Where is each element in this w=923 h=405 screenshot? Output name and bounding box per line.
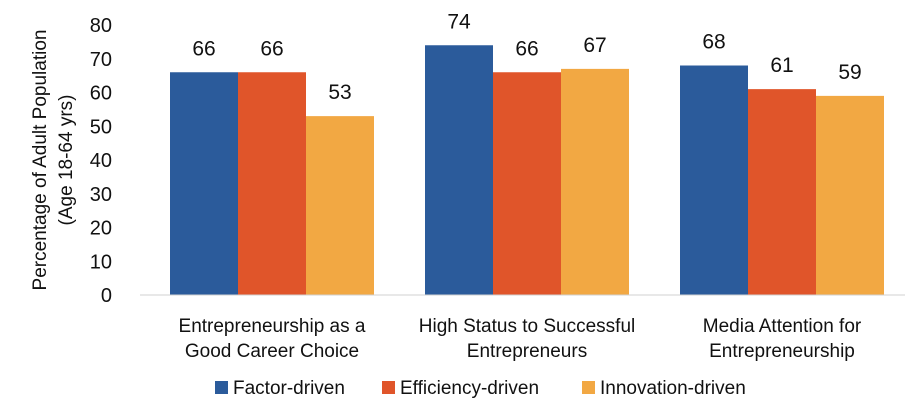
y-axis-title: Percentage of Adult Population (Age 18-64…: [30, 30, 77, 291]
category-label-line: Media Attention for: [703, 316, 862, 337]
data-label: 74: [447, 10, 471, 33]
data-label: 67: [583, 34, 606, 57]
y-tick-label: 10: [90, 251, 112, 273]
category-label-line: Entrepreneurship as a: [179, 316, 366, 337]
category-label-line: Good Career Choice: [185, 341, 359, 362]
legend-swatch: [215, 381, 228, 394]
bar: [816, 95, 884, 295]
data-label: 53: [328, 81, 351, 104]
bar: [425, 45, 493, 295]
y-tick-label: 40: [90, 150, 112, 172]
y-axis-title-line: Percentage of Adult Population: [30, 30, 51, 291]
legend-item: Innovation-driven: [582, 378, 746, 399]
legend: Factor-driven Efficiency-driven Innovation…: [215, 378, 746, 399]
bar: [748, 89, 816, 295]
legend-swatch: [582, 381, 595, 394]
y-tick-label: 80: [90, 15, 112, 37]
legend-swatch: [382, 381, 395, 394]
bar: [238, 72, 306, 295]
bar: [170, 72, 238, 295]
category-label: High Status to Successful Entrepreneurs: [419, 316, 636, 362]
legend-item: Efficiency-driven: [382, 378, 539, 399]
category-label-line: Entrepreneurs: [467, 341, 587, 362]
data-label: 61: [770, 54, 793, 77]
category-label: Entrepreneurship as a Good Career Choice: [179, 316, 366, 362]
category-label-line: High Status to Successful: [419, 316, 636, 337]
data-labels: 66 66 53 74 66 67 68 61 59: [192, 10, 861, 104]
data-label: 68: [702, 31, 725, 54]
category-labels: Entrepreneurship as a Good Career Choice H…: [179, 316, 862, 362]
legend-label: Innovation-driven: [600, 378, 746, 399]
y-axis-label: Percentage of Adult Population (Age 18-64…: [30, 30, 77, 291]
y-tick-label: 30: [90, 184, 112, 206]
bar: [561, 68, 629, 295]
y-axis-title-line: (Age 18-64 yrs): [56, 95, 77, 226]
legend-label: Factor-driven: [233, 378, 345, 399]
bar: [306, 116, 374, 295]
data-label: 66: [192, 37, 215, 60]
legend-item: Factor-driven: [215, 378, 345, 399]
bar: [680, 65, 748, 295]
category-label-line: Entrepreneurship: [709, 341, 855, 362]
y-tick-label: 0: [101, 285, 112, 307]
data-label: 59: [838, 61, 861, 84]
y-tick-label: 20: [90, 218, 112, 240]
y-axis-ticks: 0 10 20 30 40 50 60 70 80: [90, 15, 112, 307]
bar: [493, 72, 561, 295]
y-tick-label: 60: [90, 83, 112, 105]
bars: [170, 45, 884, 295]
category-label: Media Attention for Entrepreneurship: [703, 316, 862, 362]
y-tick-label: 50: [90, 116, 112, 138]
legend-label: Efficiency-driven: [400, 378, 539, 399]
y-tick-label: 70: [90, 49, 112, 71]
data-label: 66: [515, 37, 538, 60]
data-label: 66: [260, 37, 283, 60]
